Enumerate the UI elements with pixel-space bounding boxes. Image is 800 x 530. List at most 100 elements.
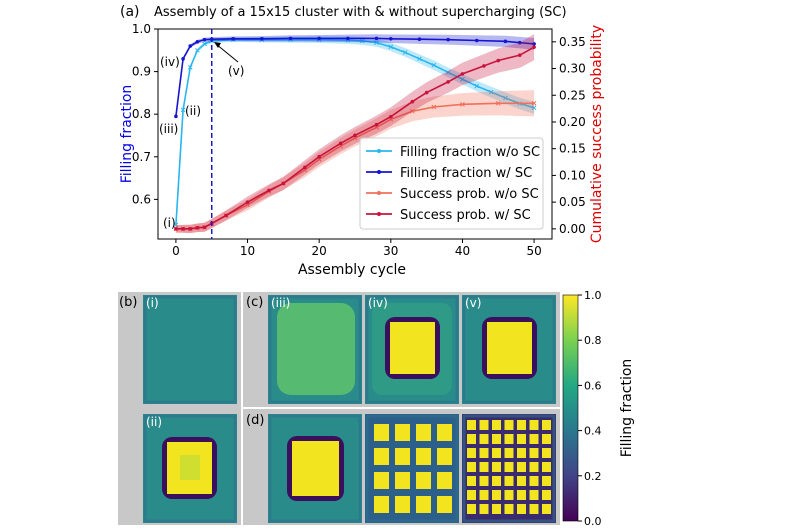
data-point: [488, 89, 494, 95]
heatmap-background: [143, 295, 237, 404]
colorbar-tick-label: 0.6: [584, 379, 602, 392]
partially-filled-region: [277, 303, 355, 395]
data-point: [531, 100, 537, 106]
legend-marker: [377, 170, 381, 174]
image-label-ii: (ii): [146, 415, 162, 429]
annotation-v: (v): [228, 64, 244, 78]
annotation-i: (i): [163, 216, 176, 230]
filled-site-block: [416, 472, 431, 489]
filled-site-block: [492, 476, 501, 486]
data-point: [374, 122, 379, 127]
data-point: [495, 100, 501, 106]
heatmap-image: [462, 295, 556, 404]
data-point: [174, 114, 178, 119]
filled-site-block: [504, 448, 514, 458]
data-point: [446, 37, 450, 42]
data-point: [532, 45, 536, 49]
filled-site-block: [467, 476, 476, 486]
data-point: [317, 154, 321, 159]
legend-entry: Filling fraction w/o SC: [400, 145, 540, 160]
right-tick-label: 0.00: [559, 222, 586, 236]
colorbar: [562, 294, 579, 522]
right-tick-label: 0.05: [559, 195, 586, 209]
filled-site-block: [492, 448, 501, 458]
data-point: [389, 114, 393, 119]
data-point: [195, 39, 200, 44]
data-point: [174, 227, 178, 231]
data-point: [409, 108, 415, 114]
data-point: [317, 36, 321, 41]
data-point: [180, 107, 186, 113]
filled-site-block: [467, 434, 476, 444]
data-point: [389, 36, 393, 41]
arrow-head: [214, 42, 221, 48]
filled-site-block: [479, 490, 489, 500]
data-point: [260, 36, 264, 41]
filled-site-block: [479, 434, 489, 444]
left-tick-label: 0.6: [132, 192, 151, 206]
data-point: [503, 95, 508, 101]
partial-fill: [180, 455, 200, 480]
heatmap-edge: [268, 414, 362, 523]
data-point: [532, 42, 536, 46]
left-axis-label: Filling fraction: [119, 85, 135, 184]
legend-entry: Filling fraction w/ SC: [400, 166, 532, 181]
data-point: [424, 90, 429, 95]
legend: Filling fraction w/o SC Filling fraction …: [359, 137, 544, 230]
x-tick-label: 40: [455, 244, 470, 258]
filled-site-block: [374, 448, 389, 465]
filled-site-block: [517, 476, 526, 486]
image-label-iii: (iii): [271, 296, 290, 310]
annotation-iv: (iv): [160, 55, 180, 69]
right-tick-label: 0.15: [559, 142, 586, 156]
filled-site-block: [504, 420, 514, 430]
data-point: [303, 165, 307, 170]
x-tick-label: 30: [383, 244, 398, 258]
data-point: [281, 181, 286, 186]
filled-region: [487, 322, 532, 374]
data-point: [474, 38, 479, 43]
legend-marker: [377, 212, 381, 216]
left-tick-label: 1.0: [132, 22, 151, 36]
legend-entry: Success prob. w/ SC: [400, 208, 531, 223]
data-point: [195, 225, 200, 230]
legend-entry: Success prob. w/o SC: [400, 187, 539, 202]
data-point: [431, 104, 437, 110]
colorbar-tick-label: 0.4: [584, 425, 602, 438]
filled-site-block: [374, 424, 389, 441]
plot-frame: [157, 28, 553, 240]
right-tick-label: 0.30: [559, 62, 586, 76]
data-point: [460, 101, 465, 107]
data-point: [181, 57, 185, 61]
colorbar-label: Filling fraction: [619, 359, 635, 458]
data-point: [474, 83, 480, 89]
filled-site-block: [467, 462, 476, 472]
filled-site-block: [479, 420, 489, 430]
heatmap-edge: [462, 414, 556, 523]
filled-site-block: [492, 462, 501, 472]
x-tick-label: 20: [312, 244, 327, 258]
filled-site-block: [529, 476, 539, 486]
data-point: [188, 227, 193, 231]
data-point: [460, 76, 465, 82]
filled-site-block: [517, 448, 526, 458]
filled-site-block: [467, 448, 476, 458]
filled-site-block: [437, 472, 452, 489]
heatmap-image: [365, 414, 459, 523]
right-tick-label: 0.35: [559, 35, 586, 49]
data-point: [388, 44, 394, 50]
image-label-iv: (iv): [368, 296, 388, 310]
filled-region: [390, 322, 435, 374]
data-point: [267, 188, 271, 193]
filled-site-block: [504, 462, 514, 472]
filled-site-block: [395, 424, 410, 441]
line-chart: 0 10 20 30 40 50 0.6 0.7 0.8 0.9 1.0 0.00 0.05 0.10 0.…: [132, 22, 586, 258]
filled-site-block: [479, 504, 489, 514]
filled-site-block: [529, 434, 539, 444]
filled-site-block: [504, 504, 514, 514]
filled-site-block: [542, 490, 551, 500]
filled-site-block: [504, 490, 514, 500]
data-point: [195, 47, 200, 53]
